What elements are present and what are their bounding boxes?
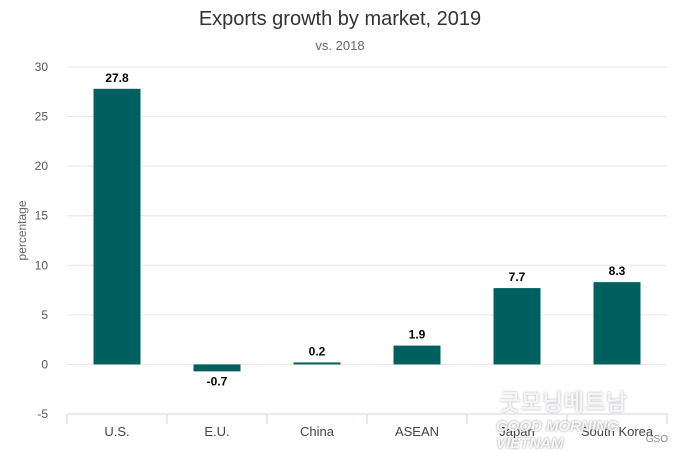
bar: [293, 362, 341, 365]
watermark-logo-text: 굿모닝베트남: [500, 390, 628, 415]
y-tick-label: 5: [41, 308, 48, 322]
y-tick-label: 10: [35, 258, 49, 272]
data-label: 7.7: [509, 270, 526, 284]
bar: [493, 288, 541, 365]
y-tick-label: 30: [35, 60, 49, 74]
x-category-label: U.S.: [104, 424, 129, 439]
chart-subtitle: vs. 2018: [315, 38, 365, 53]
x-category-label: China: [300, 424, 335, 439]
y-tick-label: 20: [35, 159, 49, 173]
watermark-brand-text: GOOD MORNING VIETNAM: [496, 418, 619, 452]
bar: [193, 364, 241, 372]
data-label: -0.7: [207, 374, 228, 388]
y-tick-label: 25: [35, 110, 49, 124]
x-category-label: South Korea: [581, 424, 654, 439]
chart-title: Exports growth by market, 2019: [198, 8, 482, 30]
x-category-label: E.U.: [204, 424, 229, 439]
data-label: 27.8: [105, 71, 129, 85]
bar: [393, 345, 441, 365]
bar: [593, 282, 641, 365]
y-tick-label: 15: [35, 209, 49, 223]
x-category-label: Japan: [499, 424, 534, 439]
data-label: 8.3: [609, 264, 626, 278]
y-tick-label: 0: [41, 357, 48, 371]
bar: [93, 88, 141, 365]
y-axis-title: percentage: [15, 200, 29, 260]
data-label: 0.2: [309, 344, 326, 358]
x-category-label: ASEAN: [395, 424, 439, 439]
source-label: GSO: [645, 434, 668, 445]
y-tick-label: -5: [37, 407, 48, 421]
data-label: 1.9: [409, 328, 426, 342]
